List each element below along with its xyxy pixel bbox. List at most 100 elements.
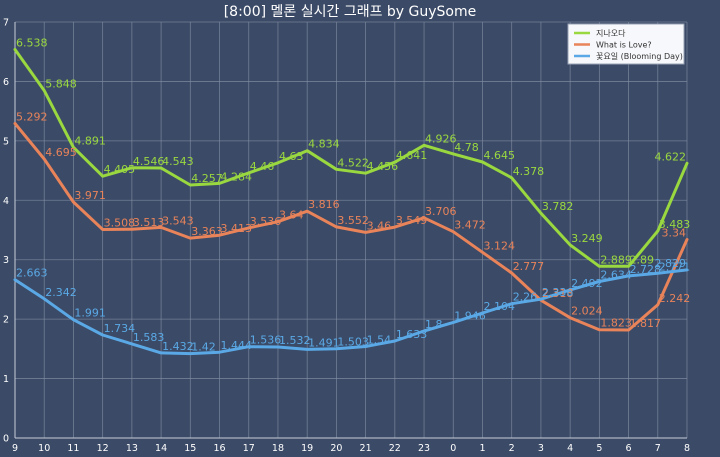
data-label: 4.834: [308, 138, 340, 151]
series-line-2: [13, 122, 689, 332]
data-label: 3.64: [279, 209, 304, 222]
data-label: 2.242: [659, 292, 691, 305]
data-label: 1.532: [279, 334, 311, 347]
series-line-1: [13, 48, 689, 268]
x-tick-label: 18: [272, 443, 284, 454]
data-label: 2.492: [571, 277, 603, 290]
data-label: 1.432: [162, 340, 194, 353]
data-label: 3.413: [221, 222, 253, 235]
x-tick-label: 6: [626, 443, 632, 454]
data-label: 1.991: [74, 307, 106, 320]
x-tick-label: 22: [389, 443, 401, 454]
x-tick-label: 11: [67, 443, 79, 454]
x-tick-label: 13: [126, 443, 138, 454]
data-label: 3.46: [367, 219, 392, 232]
data-label: 3.124: [483, 239, 515, 252]
data-label: 4.891: [74, 134, 106, 147]
x-tick-label: 5: [596, 443, 602, 454]
data-label: 1.536: [250, 334, 282, 347]
x-tick-label: 7: [655, 443, 661, 454]
x-tick-label: 20: [330, 443, 342, 454]
data-label: 2.104: [483, 300, 515, 313]
data-label: 1.503: [337, 336, 369, 349]
x-tick-label: 4: [567, 443, 573, 454]
data-label: 3.549: [396, 214, 428, 227]
data-label: 4.641: [396, 149, 428, 162]
data-label: 2.889: [600, 253, 632, 266]
data-label: 1.734: [104, 322, 136, 335]
y-tick-label: 3: [3, 255, 9, 266]
data-label: 4.645: [483, 149, 515, 162]
data-label: 1.823: [600, 317, 632, 330]
x-tick-label: 17: [243, 443, 255, 454]
axes: [14, 22, 687, 439]
x-tick-label: 23: [418, 443, 430, 454]
data-label: 2.342: [45, 286, 77, 299]
data-label: 4.405: [104, 163, 136, 176]
data-label: 4.284: [221, 170, 253, 183]
data-label: 1.54: [367, 333, 392, 346]
data-label: 4.63: [279, 150, 304, 163]
x-tick-label: 14: [155, 443, 167, 454]
data-label: 3.472: [454, 219, 486, 232]
y-tick-label: 6: [3, 77, 9, 88]
data-label: 5.848: [45, 77, 77, 90]
x-tick-label: 1: [479, 443, 485, 454]
data-label: 3.706: [425, 205, 457, 218]
data-label: 3.363: [191, 225, 223, 238]
data-label: 3.34: [662, 227, 687, 240]
data-label: 2.663: [16, 267, 48, 280]
chart-title: [8:00] 멜론 실시간 그래프 by GuySome: [224, 4, 477, 20]
legend: 지나오다 What is Love? 꽃요일 (Blooming Day): [567, 23, 685, 65]
y-tick-label: 5: [3, 136, 9, 147]
data-label: 2.777: [513, 260, 545, 273]
data-label: 3.508: [104, 217, 136, 230]
data-label: 1.633: [396, 328, 428, 341]
data-label: 2.771: [659, 260, 691, 273]
data-label: 1.946: [454, 309, 486, 322]
y-tick-label: 1: [3, 374, 9, 385]
data-label: 4.522: [337, 156, 369, 169]
data-label: 4.622: [655, 150, 687, 163]
data-label: 4.926: [425, 132, 457, 145]
series-lines: [13, 48, 689, 356]
y-tick-label: 7: [3, 18, 9, 29]
x-tick-label: 19: [301, 443, 313, 454]
legend-entry: 꽃요일 (Blooming Day): [596, 52, 683, 61]
data-label: 2.728: [630, 263, 662, 276]
x-tick-label: 10: [38, 443, 50, 454]
data-label: 2.024: [571, 305, 603, 318]
data-label: 6.538: [16, 36, 48, 49]
data-label: 3.513: [133, 216, 165, 229]
legend-entry: 지나오다: [596, 29, 626, 38]
data-label: 3.483: [659, 218, 691, 231]
data-label: 3.536: [250, 215, 282, 228]
data-label: 1.583: [133, 331, 165, 344]
data-label: 3.543: [162, 214, 194, 227]
data-label: 4.257: [191, 172, 223, 185]
data-label: 1.817: [630, 317, 662, 330]
x-tick-label: 3: [538, 443, 544, 454]
data-label: 3.782: [542, 200, 574, 213]
x-tick-label: 16: [213, 443, 225, 454]
data-label: 2.26: [513, 291, 538, 304]
x-tick-label: 9: [12, 443, 18, 454]
series-line-3: [13, 268, 689, 356]
y-tick-label: 2: [3, 315, 9, 326]
data-label: 1.444: [221, 339, 253, 352]
x-tick-label: 8: [684, 443, 690, 454]
data-label: 4.378: [513, 165, 545, 178]
data-label: 3.816: [308, 198, 340, 211]
x-tick-label: 0: [450, 443, 456, 454]
data-label: 4.78: [454, 141, 479, 154]
data-label: 3.971: [74, 189, 106, 202]
data-label: 4.543: [162, 155, 194, 168]
data-label: 2.89: [630, 253, 655, 266]
data-label: 2.318: [542, 287, 574, 300]
data-label: 4.46: [250, 160, 275, 173]
data-label: 1.8: [425, 318, 443, 331]
legend-entry: What is Love?: [596, 41, 652, 50]
data-label: 2.336: [542, 286, 574, 299]
